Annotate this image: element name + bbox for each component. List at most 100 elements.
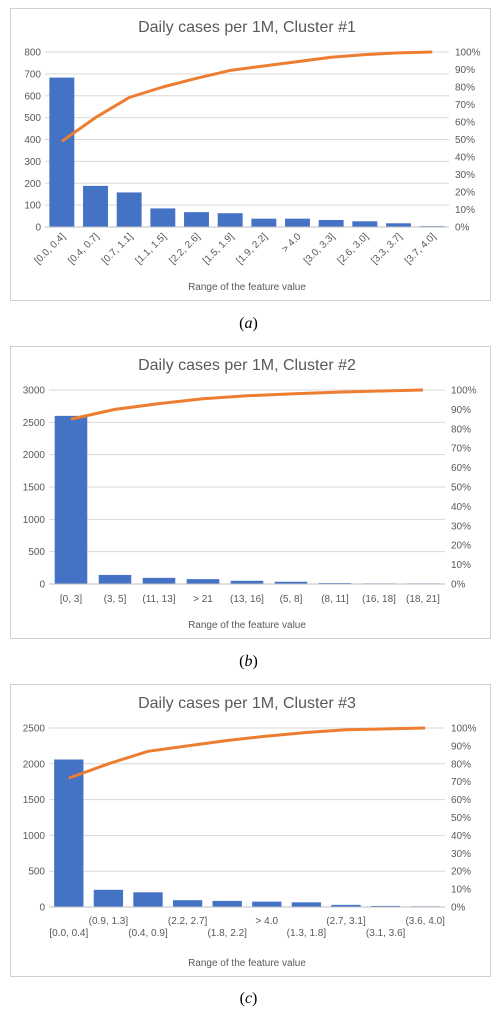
- y2-tick-label: 20%: [455, 188, 475, 199]
- y-tick-label: 200: [24, 179, 41, 190]
- y2-tick-label: 40%: [451, 502, 471, 513]
- y-tick-label: 1500: [23, 483, 46, 494]
- bar: [172, 900, 203, 907]
- chart-panel-cluster-1: Daily cases per 1M, Cluster #1 0 100 200 300…: [10, 8, 491, 301]
- bar: [212, 900, 242, 907]
- x-tick-label: (16, 18]: [362, 594, 396, 605]
- x-tick-label: [3.3, 3.7]: [369, 231, 404, 266]
- cumulative-line: [68, 726, 426, 780]
- x-tick-label: (1.8, 2.2]: [207, 928, 247, 939]
- bar: [133, 892, 163, 907]
- chart-title: Daily cases per 1M, Cluster #3: [138, 695, 356, 712]
- caption-c: (c): [239, 990, 258, 1007]
- bar: [352, 221, 378, 227]
- bar: [54, 759, 84, 907]
- y2-tick-label: 90%: [451, 405, 471, 416]
- y-tick-label: 0: [39, 903, 45, 914]
- y2-tick-label: 70%: [455, 100, 475, 111]
- x-tick-label: [0.0, 0.4]: [33, 231, 68, 266]
- chart-title: Daily cases per 1M, Cluster #1: [138, 19, 356, 36]
- chart-svg-cluster-2: Daily cases per 1M, Cluster #2 0 500 1000 15…: [23, 357, 477, 631]
- y2-tick-label: 80%: [451, 424, 471, 435]
- x-tick-label: (8, 11]: [321, 594, 349, 605]
- bar: [370, 905, 401, 907]
- y-tick-label: 700: [24, 69, 41, 80]
- y-tick-label: 500: [24, 113, 41, 124]
- y-tick-label: 2500: [23, 724, 46, 735]
- y-tick-label: 2000: [23, 450, 46, 461]
- x-tick-label: [2.6, 3.0]: [336, 231, 371, 266]
- y2-tick-label: 40%: [455, 153, 475, 164]
- y2-tick-label: 60%: [451, 795, 471, 806]
- y2-tick-label: 50%: [455, 135, 475, 146]
- bar: [331, 904, 361, 907]
- bar: [274, 581, 308, 584]
- x-tick-label: [3.7, 4.0]: [403, 231, 438, 266]
- x-tick-label: (11, 13]: [142, 594, 175, 605]
- bar: [285, 218, 310, 227]
- y2-tick-label: 70%: [451, 777, 471, 788]
- x-tick-label: [0, 3]: [60, 594, 82, 605]
- bar: [150, 208, 176, 227]
- x-axis-title: Range of the feature value: [188, 282, 306, 293]
- bar: [217, 213, 243, 227]
- y2-tick-label: 50%: [451, 483, 471, 494]
- y2-tick-label: 80%: [451, 759, 471, 770]
- x-tick-label: [1.5, 1.9]: [201, 231, 236, 266]
- y2-tick-label: 90%: [455, 65, 475, 76]
- x-tick-label: (13, 16]: [230, 594, 264, 605]
- x-tick-label: [1.1, 1.5]: [134, 231, 169, 266]
- y-tick-label: 0: [35, 223, 41, 234]
- x-tick-label: > 21: [193, 594, 213, 605]
- chart-title: Daily cases per 1M, Cluster #2: [138, 357, 356, 374]
- x-tick-label: > 4.0: [280, 231, 304, 255]
- bar: [186, 579, 220, 584]
- x-tick-label: (3.6, 4.0]: [405, 916, 445, 927]
- y2-tick-label: 100%: [455, 48, 481, 59]
- bar: [142, 577, 176, 584]
- bar: [251, 218, 277, 227]
- x-axis-title: Range of the feature value: [188, 958, 306, 969]
- x-tick-label: (18, 21]: [406, 594, 440, 605]
- y2-tick-label: 0%: [451, 580, 466, 591]
- x-tick-label: [3.0, 3.3]: [302, 231, 337, 266]
- x-tick-label: (0.9, 1.3]: [89, 916, 129, 927]
- chart-svg-cluster-3: Daily cases per 1M, Cluster #3 0 500 1000 15…: [23, 695, 477, 969]
- bar: [252, 901, 282, 907]
- x-tick-label: (5, 8]: [280, 594, 303, 605]
- y-tick-label: 500: [28, 547, 45, 558]
- y-tick-label: 2000: [23, 759, 46, 770]
- y-tick-label: 0: [39, 580, 45, 591]
- bar: [318, 220, 344, 227]
- bar: [230, 580, 264, 584]
- y2-tick-label: 10%: [451, 885, 471, 896]
- y2-tick-label: 0%: [455, 223, 470, 234]
- cumulative-line: [70, 388, 424, 421]
- x-tick-label: (2.2, 2.7]: [168, 916, 208, 927]
- chart-svg-cluster-1: Daily cases per 1M, Cluster #1 0 100 200 300…: [24, 19, 481, 293]
- bar: [54, 415, 88, 584]
- y2-tick-label: 30%: [451, 521, 471, 532]
- bar: [49, 77, 75, 227]
- y-tick-label: 800: [24, 48, 41, 59]
- y-tick-label: 1000: [23, 515, 46, 526]
- y2-tick-label: 100%: [451, 386, 477, 397]
- x-tick-label: (0.4, 0.9]: [128, 928, 168, 939]
- x-axis-title: Range of the feature value: [188, 620, 306, 631]
- chart-panel-cluster-3: Daily cases per 1M, Cluster #3 0 500 1000 15…: [10, 684, 491, 977]
- y2-tick-label: 10%: [451, 560, 471, 571]
- x-tick-label: [2.2, 2.6]: [167, 231, 202, 266]
- x-tick-label: (3, 5]: [104, 594, 127, 605]
- y2-tick-label: 80%: [455, 83, 475, 94]
- x-tick-label: [1.9, 2.2]: [235, 231, 270, 266]
- y2-tick-label: 30%: [455, 170, 475, 181]
- cumulative-line: [60, 50, 433, 143]
- x-tick-label: (1.3, 1.8]: [287, 928, 327, 939]
- y-tick-label: 300: [24, 157, 41, 168]
- bar: [83, 185, 108, 227]
- y2-tick-label: 70%: [451, 444, 471, 455]
- y2-tick-label: 0%: [451, 903, 466, 914]
- y2-tick-label: 20%: [451, 541, 471, 552]
- y-tick-label: 2500: [23, 418, 46, 429]
- y2-tick-label: 10%: [455, 205, 475, 216]
